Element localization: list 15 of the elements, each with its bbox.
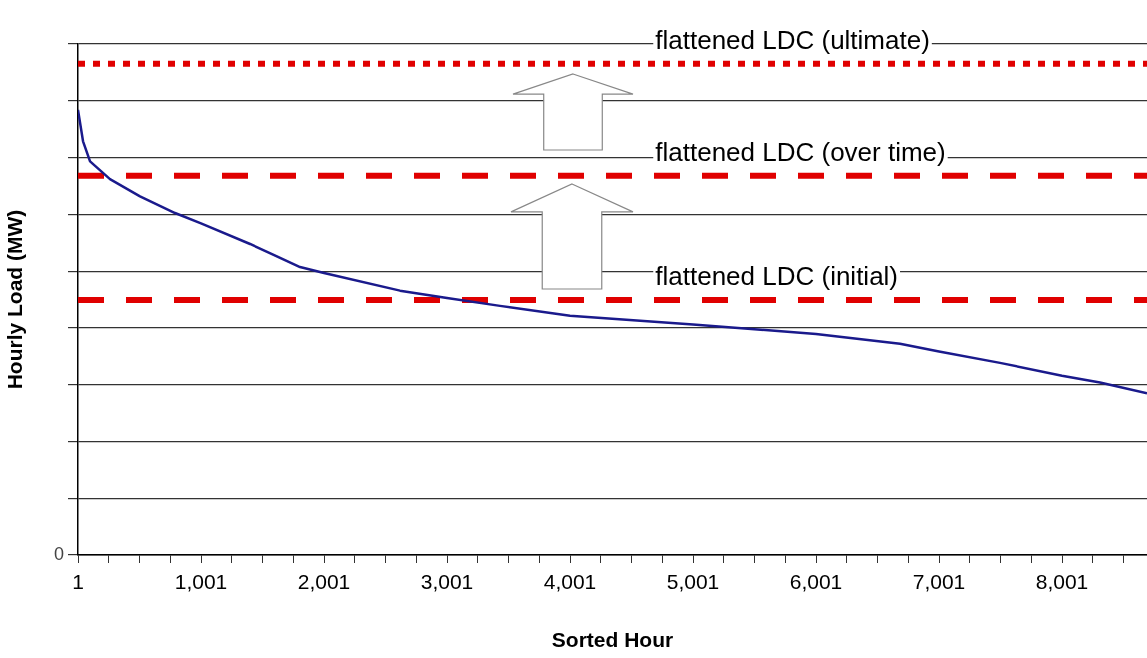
text: 0 bbox=[53, 543, 64, 564]
x-tick-label: 6,001 bbox=[789, 570, 843, 594]
x-tick-label: 1,001 bbox=[174, 570, 228, 594]
y-axis-title: Hourly Load (MW) bbox=[3, 209, 27, 390]
series-label: flattened LDC (over time) bbox=[655, 136, 946, 167]
x-tick-label: 1 bbox=[72, 570, 84, 594]
x-tick-label: 7,001 bbox=[912, 570, 966, 594]
x-tick-label: 3,001 bbox=[420, 570, 474, 594]
x-tick-label: 5,001 bbox=[666, 570, 720, 594]
x-tick-label: 8,001 bbox=[1035, 570, 1089, 594]
series-label: flattened LDC (ultimate) bbox=[655, 24, 930, 55]
x-tick-label: 2,001 bbox=[297, 570, 351, 594]
series-label: flattened LDC (initial) bbox=[655, 261, 899, 292]
x-tick-label: 4,001 bbox=[543, 570, 597, 594]
x-axis-title: Sorted Hour bbox=[551, 628, 674, 652]
